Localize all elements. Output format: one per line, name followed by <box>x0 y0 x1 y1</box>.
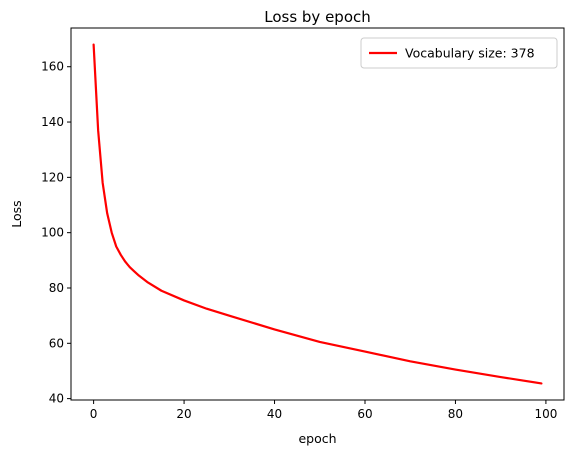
y-tick-label: 60 <box>49 336 64 350</box>
y-tick-label: 160 <box>41 60 64 74</box>
y-tick-label: 140 <box>41 115 64 129</box>
x-tick-label: 40 <box>267 407 282 421</box>
y-tick-label: 40 <box>49 392 64 406</box>
x-axis: 0 20 40 60 80 100 <box>90 400 557 421</box>
axes-frame <box>70 27 565 401</box>
series-line-0 <box>92 43 543 385</box>
legend: Vocabulary size: 378 <box>360 37 558 69</box>
y-axis-label: Loss <box>9 200 24 227</box>
legend-box <box>360 37 558 69</box>
x-axis-label: epoch <box>298 431 336 446</box>
y-tick-label: 80 <box>49 281 64 295</box>
chart-title: Loss by epoch <box>264 8 371 26</box>
plot-area: 0 20 40 60 80 100 40 60 80 100 120 140 160 <box>41 27 565 421</box>
x-tick-label: 60 <box>357 407 372 421</box>
x-tick-label: 0 <box>90 407 98 421</box>
x-tick-label: 20 <box>176 407 191 421</box>
series-layer <box>92 43 543 385</box>
y-tick-label: 100 <box>41 226 64 240</box>
legend-label: Vocabulary size: 378 <box>405 46 535 61</box>
x-tick-label: 80 <box>448 407 463 421</box>
y-tick-label: 120 <box>41 170 64 184</box>
y-axis: 40 60 80 100 120 140 160 <box>41 60 71 406</box>
x-tick-label: 100 <box>534 407 557 421</box>
